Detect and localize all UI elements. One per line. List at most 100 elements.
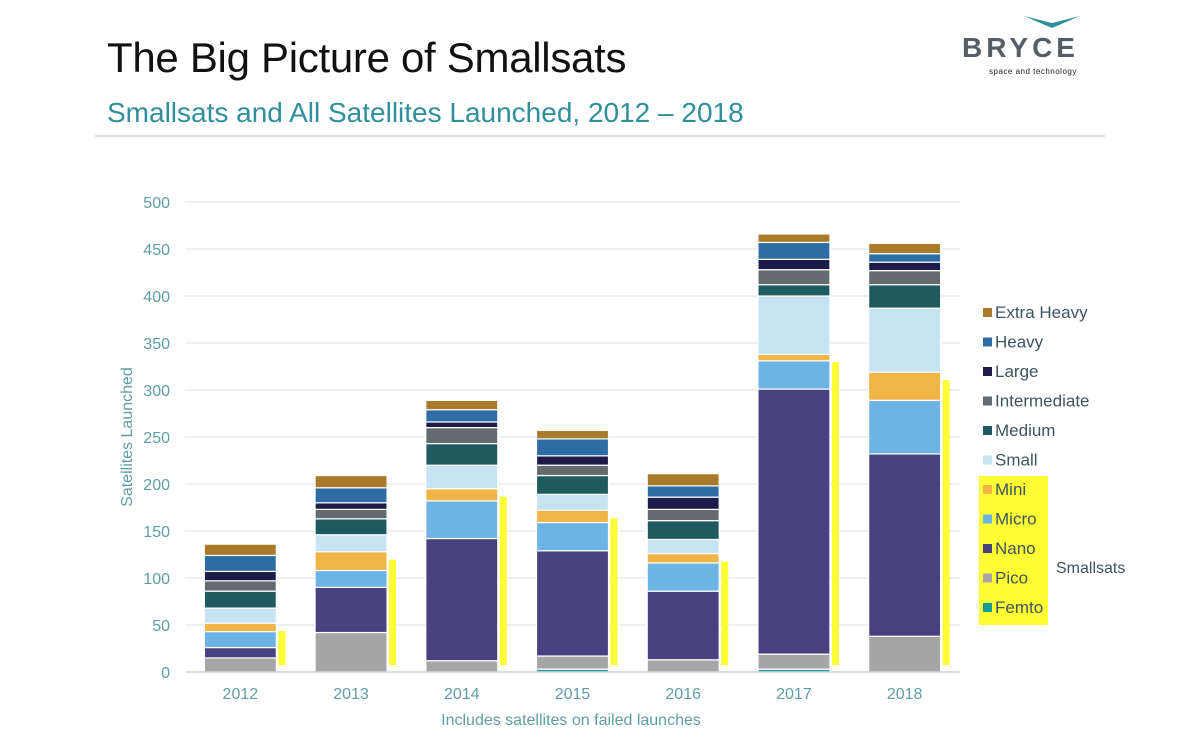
bar-segment-pico bbox=[868, 635, 942, 673]
bar-segment-heavy bbox=[646, 485, 720, 498]
x-tick-label: 2017 bbox=[776, 686, 812, 703]
bar-segment-mini bbox=[425, 488, 499, 502]
bar-segment-pico bbox=[757, 653, 831, 670]
x-tick-label: 2013 bbox=[333, 686, 369, 703]
y-tick-label: 350 bbox=[143, 336, 170, 353]
smallsat-highlights bbox=[278, 362, 950, 665]
y-tick-label: 50 bbox=[152, 618, 170, 635]
bar-segment-pico bbox=[646, 659, 720, 673]
bar-segment-medium bbox=[314, 518, 388, 536]
bar-segment-heavy bbox=[757, 241, 831, 260]
legend-label: Nano bbox=[995, 539, 1036, 558]
bar-segment-large bbox=[646, 496, 720, 510]
bar-segment-micro bbox=[868, 399, 942, 455]
bar-segment-large bbox=[314, 502, 388, 510]
legend-swatch-femto bbox=[983, 603, 992, 612]
legend-label: Mini bbox=[995, 480, 1026, 499]
bar-segment-extra-heavy bbox=[314, 474, 388, 489]
bar-segment-pico bbox=[535, 655, 610, 670]
legend-swatch-extra-heavy bbox=[983, 308, 992, 317]
bar-segment-mini bbox=[757, 353, 831, 362]
bar-segment-small bbox=[314, 534, 388, 553]
bar-segment-large bbox=[203, 570, 277, 582]
y-axis-title: Satellites Launched bbox=[119, 367, 136, 507]
legend-swatch-micro bbox=[983, 514, 992, 524]
x-tick-label: 2012 bbox=[223, 686, 259, 703]
smallsat-highlight-bar bbox=[721, 561, 729, 665]
bar-segment-nano bbox=[203, 646, 277, 659]
bar-segment-medium bbox=[203, 590, 277, 609]
bar-segment-extra-heavy bbox=[868, 242, 942, 255]
legend-swatch-intermediate bbox=[983, 396, 992, 406]
bar-segment-nano bbox=[535, 550, 610, 657]
legend-label: Pico bbox=[995, 569, 1028, 588]
bar-segment-medium bbox=[868, 284, 942, 309]
legend-label: Micro bbox=[995, 510, 1037, 529]
bar-segment-extra-heavy bbox=[757, 233, 831, 244]
smallsats-annotation-label: Smallsats bbox=[1056, 560, 1125, 577]
y-tick-label: 450 bbox=[143, 242, 170, 259]
bar-segment-small bbox=[203, 607, 277, 624]
legend-label: Extra Heavy bbox=[995, 303, 1088, 322]
legend-label: Small bbox=[995, 451, 1038, 470]
y-tick-label: 150 bbox=[143, 524, 170, 541]
axes: 0 50 100 150 200 250 300 350 400 450 500 2012 2013 20… bbox=[143, 195, 960, 703]
bar-segment-heavy bbox=[535, 438, 610, 457]
bar-segment-micro bbox=[646, 562, 720, 592]
bar-segment-heavy bbox=[203, 554, 277, 573]
title-divider bbox=[95, 135, 1105, 137]
legend-label: Intermediate bbox=[995, 392, 1090, 411]
bar-segment-intermediate bbox=[425, 427, 499, 445]
y-tick-label: 400 bbox=[143, 289, 170, 306]
bar-segment-mini bbox=[868, 371, 942, 401]
y-tick-label: 500 bbox=[143, 195, 170, 212]
bryce-logo: BRYCE space and technology bbox=[962, 14, 1127, 80]
bar-segment-intermediate bbox=[757, 269, 831, 286]
bar-segment-large bbox=[868, 261, 942, 272]
bar-segment-intermediate bbox=[868, 270, 942, 286]
bar-segment-mini bbox=[203, 622, 277, 633]
smallsat-highlight-bar bbox=[942, 380, 950, 665]
bar-segment-pico bbox=[425, 660, 499, 673]
y-tick-label: 100 bbox=[143, 571, 170, 588]
legend-swatch-mini bbox=[983, 485, 992, 494]
bar-segment-extra-heavy bbox=[646, 473, 720, 487]
x-tick-label: 2016 bbox=[665, 686, 701, 703]
bar-segment-micro bbox=[757, 360, 831, 390]
slide-title: The Big Picture of Smallsats bbox=[107, 34, 627, 81]
bar-segment-mini bbox=[314, 551, 388, 572]
legend-label: Large bbox=[995, 362, 1038, 381]
slide-subtitle: Smallsats and All Satellites Launched, 2… bbox=[107, 97, 744, 128]
bar-segment-medium bbox=[646, 520, 720, 541]
bar-segment-large bbox=[425, 421, 499, 429]
bar-segment-pico bbox=[314, 631, 388, 673]
logo-wordmark: BRYCE bbox=[962, 32, 1079, 63]
legend-label: Heavy bbox=[995, 333, 1044, 352]
bar-segment-intermediate bbox=[314, 508, 388, 520]
bar-segment-micro bbox=[425, 500, 499, 540]
logo-tagline: space and technology bbox=[989, 67, 1077, 76]
legend-swatch-nano bbox=[983, 544, 992, 553]
bar-segment-micro bbox=[314, 569, 388, 588]
bar-segment-small bbox=[535, 493, 610, 511]
bar-segment-intermediate bbox=[535, 464, 610, 477]
legend-swatch-large bbox=[983, 367, 992, 376]
y-tick-label: 200 bbox=[143, 477, 170, 494]
smallsat-highlight-bar bbox=[499, 496, 507, 665]
bar-segment-large bbox=[535, 455, 610, 466]
y-tick-label: 0 bbox=[161, 665, 170, 682]
smallsat-highlight-bar bbox=[831, 362, 839, 665]
legend-swatch-small bbox=[983, 455, 992, 465]
legend: Extra Heavy Heavy Large Intermediate Medium S… bbox=[979, 303, 1090, 625]
bar-segment-intermediate bbox=[203, 580, 277, 592]
bar-segment-intermediate bbox=[646, 508, 720, 522]
smallsat-highlight-bar bbox=[610, 518, 618, 665]
bar-segment-small bbox=[646, 538, 720, 555]
legend-swatch-medium bbox=[983, 426, 992, 435]
bar-segment-nano bbox=[425, 537, 499, 662]
x-tick-label: 2015 bbox=[555, 686, 591, 703]
legend-swatch-heavy bbox=[983, 337, 992, 347]
bar-segment-nano bbox=[646, 590, 720, 661]
bar-segment-extra-heavy bbox=[425, 399, 499, 411]
